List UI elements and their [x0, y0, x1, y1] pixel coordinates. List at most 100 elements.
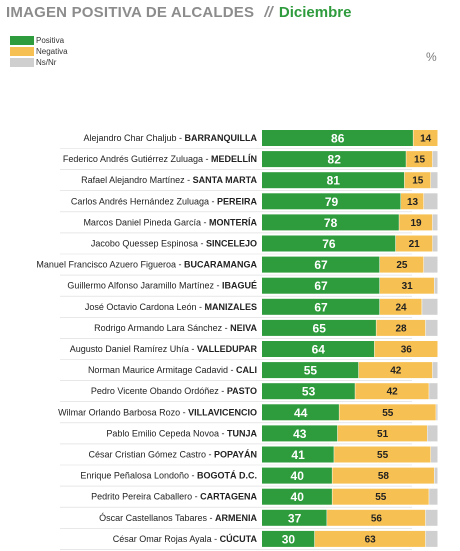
data-label-positiva: 30 — [282, 532, 296, 546]
data-label-positiva: 82 — [328, 153, 342, 167]
data-label-negativa: 55 — [375, 492, 387, 503]
data-label-negativa: 14 — [420, 134, 432, 145]
data-label-positiva: 86 — [331, 132, 345, 146]
mayor-name: Pablo Emilio Cepeda Novoa - — [106, 428, 227, 438]
data-label-negativa: 21 — [409, 239, 421, 250]
data-label-positiva: 37 — [288, 511, 302, 525]
bar-positiva — [262, 193, 401, 210]
bar-positiva — [262, 362, 359, 379]
bar-nsnr — [425, 509, 438, 526]
legend: Positiva Negativa Ns/Nr — [10, 35, 68, 68]
city-name: MONTERÍA — [209, 217, 257, 227]
row-label: César Cristian Gómez Castro - POPAYÁN — [88, 450, 257, 460]
row-label: César Omar Rojas Ayala - CÚCUTA — [113, 533, 258, 544]
city-name: POPAYÁN — [214, 450, 257, 460]
mayor-name: Norman Maurice Armitage Cadavid - — [88, 365, 236, 375]
bar-nsnr — [429, 383, 438, 400]
row-label: Manuel Francisco Azuero Figueroa - BUCAR… — [36, 260, 257, 270]
bar-nsnr — [431, 446, 438, 463]
row-label: Óscar Castellanos Tabares - ARMENIA — [99, 513, 257, 523]
bar-negativa — [379, 256, 424, 273]
city-name: CALI — [236, 365, 257, 375]
bar-positiva — [262, 172, 405, 189]
bar-nsnr — [425, 530, 438, 547]
bar-negativa — [337, 425, 427, 442]
mayor-name: Wilmar Orlando Barbosa Rozo - — [58, 407, 188, 417]
data-label-positiva: 81 — [327, 174, 341, 188]
city-name: CÚCUTA — [220, 533, 258, 544]
data-label-positiva: 67 — [314, 300, 328, 314]
legend-label-nsnr: Ns/Nr — [36, 58, 57, 67]
row-label: Enrique Peñalosa Londoño - BOGOTÁ D.C. — [80, 471, 257, 481]
bar-positiva — [262, 214, 399, 231]
data-label-positiva: 53 — [302, 385, 316, 399]
city-name: BOGOTÁ D.C. — [197, 471, 257, 481]
mayor-name: Rafael Alejandro Martínez - — [81, 175, 193, 185]
bar-positiva — [262, 341, 375, 357]
bar-positiva — [262, 488, 332, 505]
bar-positiva — [262, 151, 406, 168]
data-label-negativa: 42 — [390, 366, 402, 377]
mayor-name: Pedrito Pereira Caballero - — [91, 492, 200, 502]
mayor-name: Augusto Daniel Ramírez Uhía - — [70, 344, 197, 354]
mayor-name: Jacobo Quessep Espinosa - — [91, 239, 206, 249]
bar-negativa — [332, 467, 434, 484]
data-label-negativa: 55 — [382, 408, 394, 419]
data-label-positiva: 67 — [314, 279, 328, 293]
mayor-name: Carlos Andrés Hernández Zuluaga - — [71, 196, 217, 206]
city-name: SINCELEJO — [206, 239, 257, 249]
data-label-negativa: 15 — [412, 176, 424, 187]
legend-swatch-negativa — [10, 47, 34, 56]
row-label: Rafael Alejandro Martínez - SANTA MARTA — [81, 175, 257, 185]
data-label-negativa: 36 — [401, 345, 413, 356]
bar-negativa — [401, 193, 424, 210]
legend-label-positiva: Positiva — [36, 36, 65, 45]
bar-positiva — [262, 298, 380, 315]
data-label-positiva: 41 — [291, 448, 305, 462]
bar-nsnr — [427, 425, 438, 442]
bar-positiva — [262, 404, 339, 421]
bar-nsnr — [434, 467, 438, 484]
data-label-negativa: 19 — [410, 218, 422, 229]
row-label: Guillermo Alfonso Jaramillo Martínez - I… — [67, 281, 257, 291]
bar-negativa — [374, 341, 438, 357]
bar-negativa — [413, 130, 438, 146]
mayor-name: Enrique Peñalosa Londoño - — [80, 471, 197, 481]
row-label: Jacobo Quessep Espinosa - SINCELEJO — [91, 239, 257, 249]
data-label-negativa: 56 — [371, 513, 383, 524]
bar-negativa — [314, 530, 426, 547]
city-name: BARRANQUILLA — [185, 133, 258, 143]
city-name: VALLEDUPAR — [197, 344, 258, 354]
bar-negativa — [334, 446, 431, 463]
row-label: José Octavio Cardona León - MANIZALES — [85, 302, 257, 312]
legend-item-positiva: Positiva — [10, 35, 68, 46]
data-label-positiva: 44 — [294, 406, 308, 420]
data-label-negativa: 63 — [365, 534, 377, 545]
mayor-name: Óscar Castellanos Tabares - — [99, 513, 215, 523]
data-label-negativa: 15 — [414, 155, 426, 166]
data-label-negativa: 24 — [395, 302, 407, 313]
bar-negativa — [404, 172, 431, 189]
bar-nsnr — [429, 488, 438, 505]
data-label-positiva: 79 — [325, 195, 339, 209]
bar-negativa — [327, 509, 426, 526]
city-name: MEDELLÍN — [211, 154, 257, 164]
row-label: Pedrito Pereira Caballero - CARTAGENA — [91, 492, 257, 502]
mayor-name: José Octavio Cardona León - — [85, 302, 205, 312]
row-label: Carlos Andrés Hernández Zuluaga - PEREIR… — [71, 196, 258, 206]
legend-label-negativa: Negativa — [36, 47, 68, 56]
bar-nsnr — [432, 235, 438, 252]
chart-title-row: IMAGEN POSITIVA DE ALCALDES // Diciembre — [6, 4, 351, 21]
chart-title: IMAGEN POSITIVA DE ALCALDES — [6, 4, 255, 21]
bar-negativa — [395, 235, 433, 252]
data-label-negativa: 13 — [407, 197, 419, 208]
row-label: Alejandro Char Chaljub - BARRANQUILLA — [83, 133, 257, 143]
data-label-negativa: 25 — [396, 260, 408, 271]
bar-positiva — [262, 235, 396, 252]
mayor-name: César Omar Rojas Ayala - — [113, 534, 220, 544]
bar-nsnr — [432, 362, 438, 379]
bar-positiva — [262, 277, 380, 294]
city-name: CARTAGENA — [200, 492, 257, 502]
city-name: SANTA MARTA — [193, 175, 258, 185]
